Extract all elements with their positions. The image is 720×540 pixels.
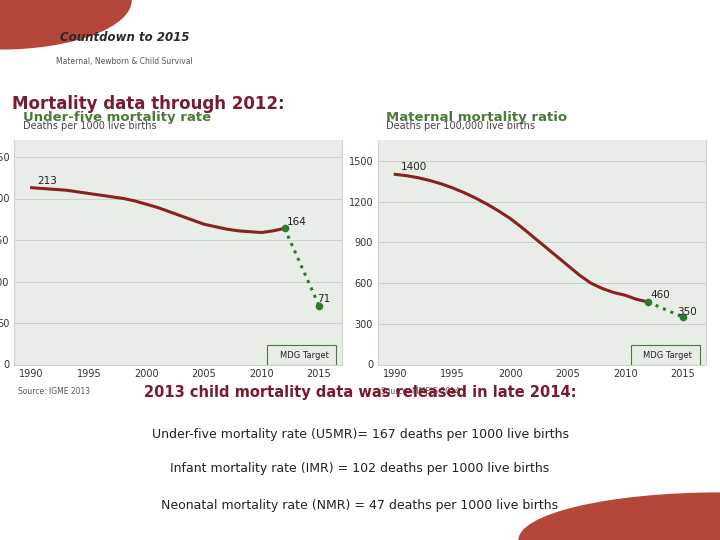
- Text: Infant mortality rate (IMR) = 102 deaths per 1000 live births: Infant mortality rate (IMR) = 102 deaths…: [171, 462, 549, 475]
- Text: Neonatal mortality rate (NMR) = 47 deaths per 1000 live births: Neonatal mortality rate (NMR) = 47 death…: [161, 500, 559, 512]
- Text: Source: MMEIG 2014: Source: MMEIG 2014: [382, 387, 460, 396]
- Text: 213: 213: [37, 176, 58, 186]
- Wedge shape: [518, 492, 720, 540]
- Text: Mortality data through 2012:: Mortality data through 2012:: [12, 95, 284, 113]
- Text: 2013 child mortality data was released in late 2014:: 2013 child mortality data was released i…: [144, 384, 576, 400]
- Text: Deaths per 100,000 live births: Deaths per 100,000 live births: [386, 122, 535, 131]
- Text: Maternal, Newborn & Child Survival: Maternal, Newborn & Child Survival: [56, 57, 193, 66]
- Text: National progress towards
MDGs 4 & 5: National progress towards MDGs 4 & 5: [292, 17, 667, 70]
- Text: 71: 71: [317, 294, 330, 304]
- Wedge shape: [0, 0, 132, 50]
- Text: Under-five mortality rate (U5MR)= 167 deaths per 1000 live births: Under-five mortality rate (U5MR)= 167 de…: [151, 428, 569, 441]
- Text: 1400: 1400: [401, 163, 427, 172]
- FancyBboxPatch shape: [631, 346, 700, 365]
- Text: Source: IGME 2013: Source: IGME 2013: [18, 387, 90, 396]
- Text: 350: 350: [677, 307, 697, 317]
- Text: Under-five mortality rate: Under-five mortality rate: [22, 111, 211, 124]
- FancyBboxPatch shape: [267, 346, 336, 365]
- Text: MDG Target: MDG Target: [279, 350, 328, 360]
- Text: MDG Target: MDG Target: [643, 350, 692, 360]
- Text: Countdown to 2015: Countdown to 2015: [60, 31, 189, 44]
- Text: 460: 460: [650, 290, 670, 300]
- Text: Maternal mortality ratio: Maternal mortality ratio: [386, 111, 567, 124]
- Text: 164: 164: [287, 217, 307, 227]
- Text: Deaths per 1000 live births: Deaths per 1000 live births: [22, 122, 156, 131]
